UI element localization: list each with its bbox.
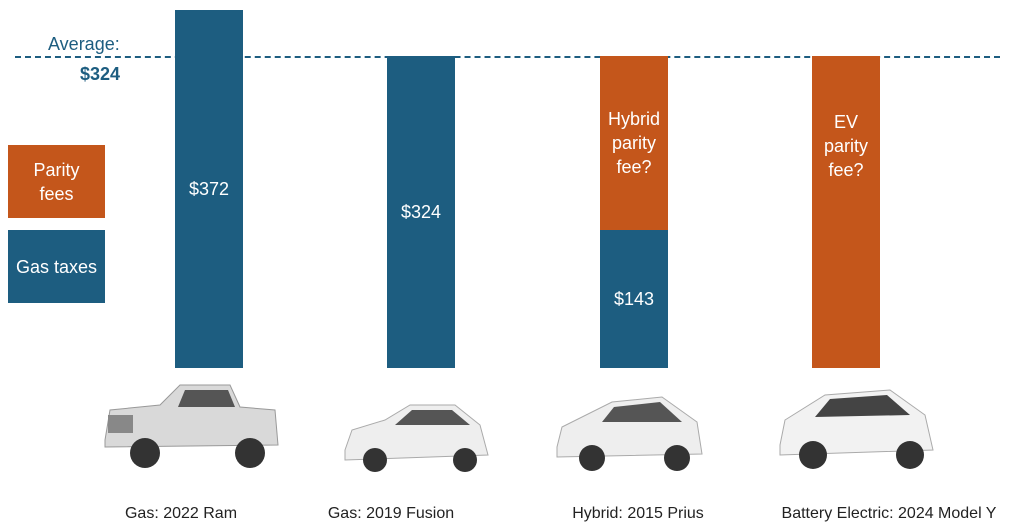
value-label: EV parity fee? bbox=[823, 112, 868, 181]
average-value: $324 bbox=[80, 64, 121, 85]
car-image bbox=[779, 389, 934, 469]
average-line bbox=[15, 56, 1000, 59]
average-label: Average: bbox=[48, 34, 120, 55]
car-image bbox=[344, 404, 489, 472]
category-label: Battery Electric: 2024 Model Y bbox=[781, 505, 997, 522]
bar: $143 bbox=[600, 230, 668, 368]
bar: EV parity fee? bbox=[812, 56, 880, 368]
value-label: $324 bbox=[400, 202, 442, 223]
value-label: $143 bbox=[613, 289, 655, 310]
car-image bbox=[104, 384, 279, 468]
legend-item: Gas taxes bbox=[8, 230, 105, 303]
category-label: Hybrid: 2015 Prius bbox=[572, 505, 704, 522]
bar: $324 bbox=[387, 56, 455, 368]
category-label: Gas: 2019 Fusion bbox=[327, 505, 455, 522]
legend-item: Parity fees bbox=[8, 145, 105, 218]
bar: Hybrid parity fee? bbox=[600, 56, 668, 231]
value-label: Hybrid parity fee? bbox=[607, 109, 660, 178]
car-image bbox=[556, 396, 703, 471]
bar: $372 bbox=[175, 10, 243, 368]
category-label: Gas: 2022 Ram bbox=[124, 505, 238, 522]
value-label: $372 bbox=[188, 179, 230, 199]
